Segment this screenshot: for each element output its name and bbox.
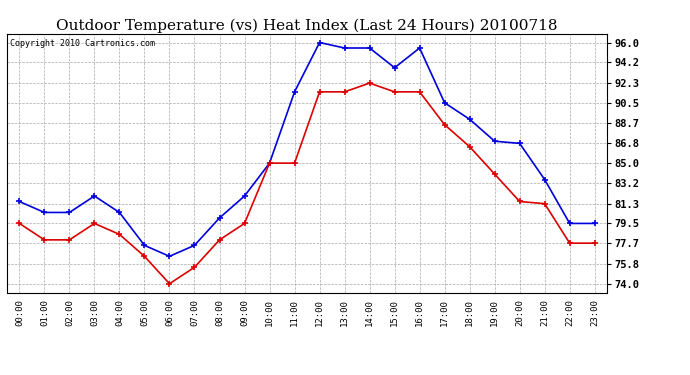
Text: Copyright 2010 Cartronics.com: Copyright 2010 Cartronics.com bbox=[10, 39, 155, 48]
Title: Outdoor Temperature (vs) Heat Index (Last 24 Hours) 20100718: Outdoor Temperature (vs) Heat Index (Las… bbox=[57, 18, 558, 33]
